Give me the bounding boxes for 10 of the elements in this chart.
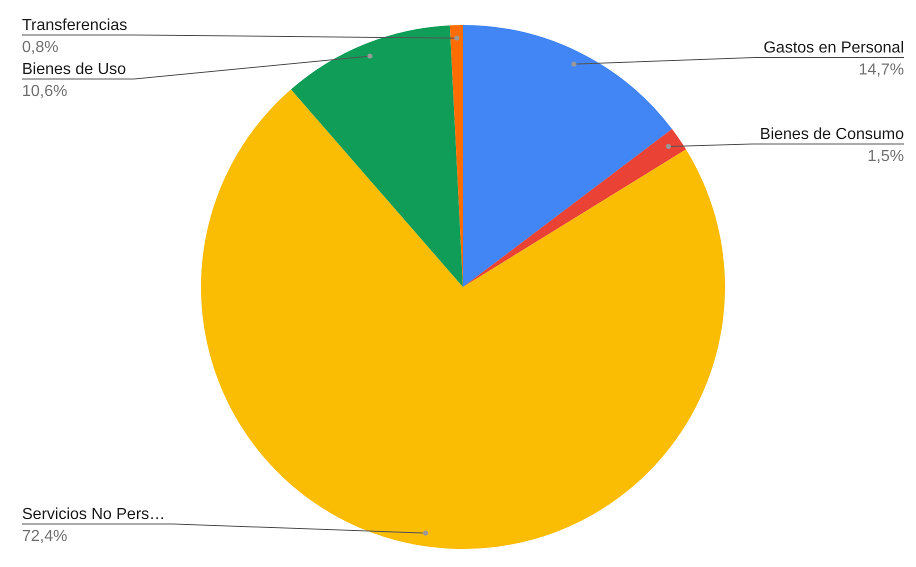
data-label: 10,6% xyxy=(22,83,68,100)
slice-label: Transferencias xyxy=(22,17,128,34)
data-label: 72,4% xyxy=(22,528,68,545)
data-label: 0,8% xyxy=(22,39,58,56)
data-label: 1,5% xyxy=(868,148,904,166)
data-label: 14,7% xyxy=(858,61,904,78)
slice-label: Bienes de Uso xyxy=(22,61,126,78)
slice-label: Servicios No Pers… xyxy=(22,506,166,523)
slice-label: Bienes de Consumo xyxy=(760,126,904,144)
slice-label: Gastos en Personal xyxy=(763,39,904,56)
